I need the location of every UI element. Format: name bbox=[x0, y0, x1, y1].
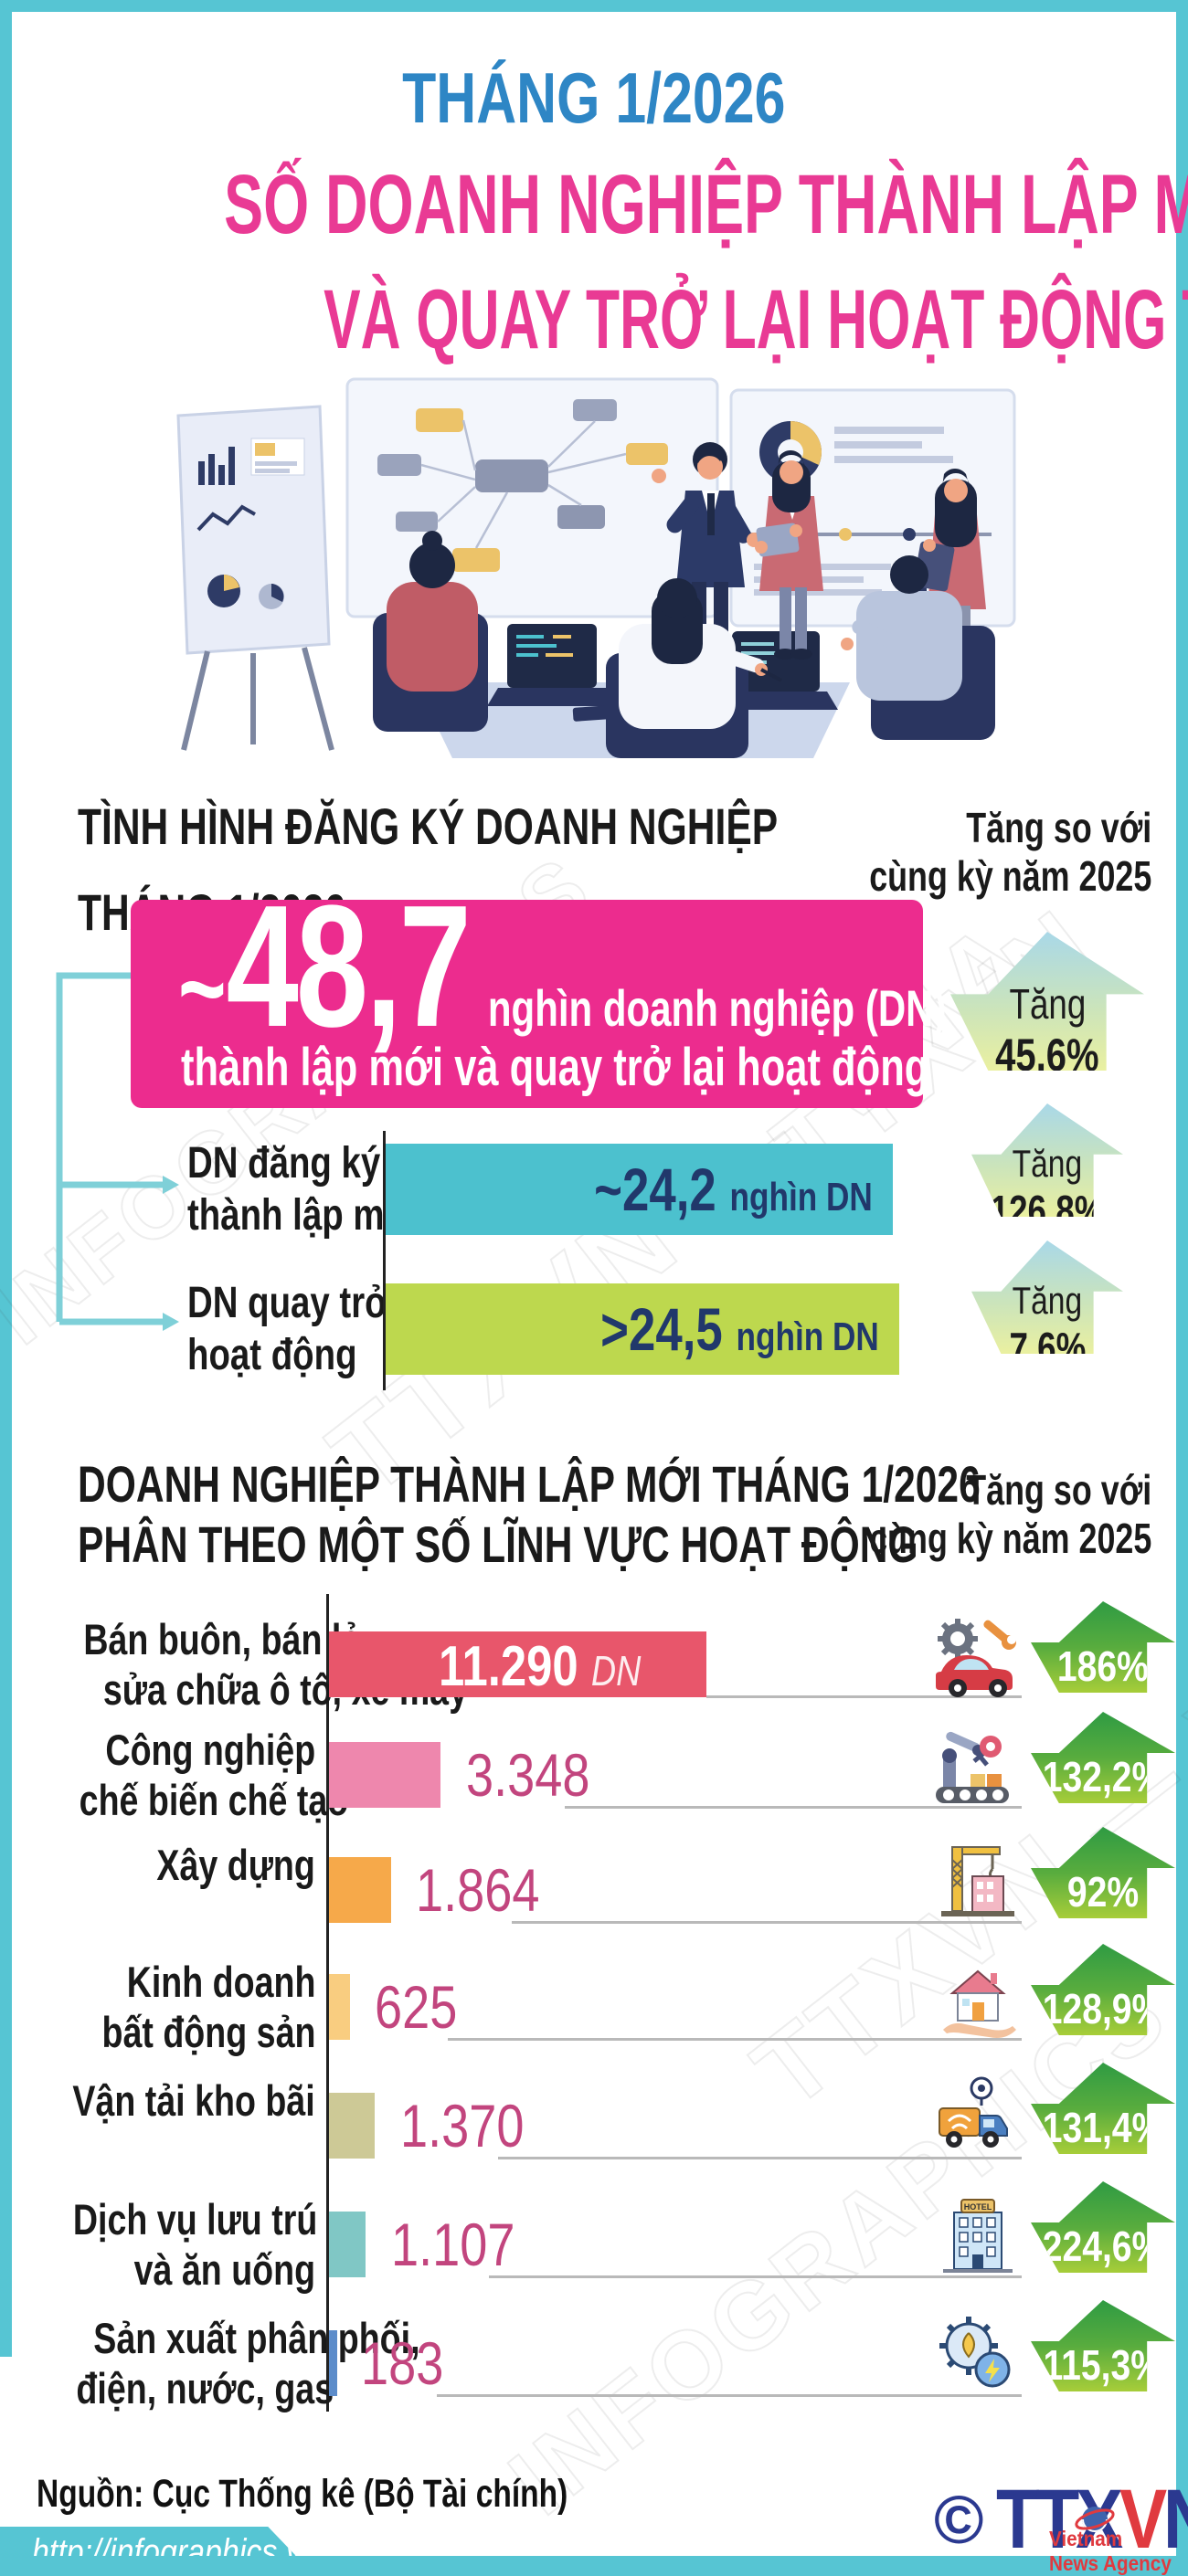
frame-left bbox=[0, 0, 12, 2357]
baseline bbox=[498, 2157, 1022, 2159]
row-label: Vận tải kho bãi bbox=[72, 2076, 315, 2125]
row-label: Kinh doanh bất động sản bbox=[101, 1958, 315, 2056]
total-desc: thành lập mới và quay trở lại hoạt động bbox=[181, 1038, 929, 1097]
bar bbox=[329, 2212, 366, 2277]
logo-subtitle: Vietnam News Agency bbox=[1049, 2527, 1172, 2575]
total-unit: nghìn doanh nghiệp (DN) bbox=[487, 979, 947, 1037]
bar-value: 3.348 bbox=[466, 1741, 590, 1809]
baseline bbox=[489, 2275, 1022, 2278]
crane-icon bbox=[941, 1846, 1014, 1916]
section2-title: DOANH NGHIỆP THÀNH LẬP MỚI THÁNG 1/2026 … bbox=[78, 1455, 981, 1573]
bar-value: 183 bbox=[361, 2329, 444, 2397]
meeting-illustration bbox=[176, 377, 1016, 758]
s1-row-label: DN đăng ký thành lập mới bbox=[187, 1139, 419, 1240]
source-note: Nguồn: Cục Thống kê (Bộ Tài chính) bbox=[37, 2472, 568, 2516]
row-label: Công nghiệp chế biến chế tạo bbox=[79, 1726, 349, 1824]
section2-note: Tăng so với cùng kỳ năm 2025 bbox=[868, 1466, 1151, 1562]
bar-value: 11.290 DN bbox=[439, 1635, 642, 1698]
total-tilde: ~ bbox=[178, 927, 227, 1050]
s1-bar-returning: >24,5 nghìn DN bbox=[386, 1283, 899, 1375]
globe-icon bbox=[1075, 2507, 1115, 2532]
bar bbox=[329, 1974, 350, 2040]
s2-axis bbox=[326, 1594, 329, 2412]
copyright-icon: © bbox=[934, 2482, 984, 2558]
bar-value: 1.370 bbox=[400, 2092, 525, 2159]
row-label: Dịch vụ lưu trú và ăn uống bbox=[72, 2195, 318, 2294]
row-label: Bán buôn, bán lẻ, sửa chữa ô tô, xe máy bbox=[83, 1615, 469, 1714]
s1-bar-new-registration: ~24,2 nghìn DN bbox=[386, 1144, 893, 1235]
house-hand-icon bbox=[943, 1969, 1016, 2038]
growth-arrow-s1-1: Tăng 7,6% bbox=[971, 1240, 1123, 1354]
bar bbox=[329, 2330, 337, 2396]
baseline bbox=[512, 1921, 1022, 1924]
bar-value: 1.107 bbox=[391, 2211, 515, 2278]
bar bbox=[329, 1742, 440, 1808]
frame-bottom bbox=[0, 2556, 1188, 2576]
row-label: Xây dựng bbox=[156, 1841, 315, 1889]
total-value: 48,7 bbox=[226, 870, 472, 1063]
hotel-icon: HOTEL bbox=[943, 2199, 1013, 2273]
header-month: THÁNG 1/2026 bbox=[402, 58, 786, 138]
row-label: Sản xuất phân phối, điện, nước, gas bbox=[76, 2314, 420, 2412]
bar-value: 625 bbox=[375, 1973, 458, 2041]
frame-right bbox=[1176, 0, 1188, 2576]
baseline bbox=[706, 1695, 1022, 1698]
header-title-line1: SỐ DOANH NGHIỆP THÀNH LẬP MỚI bbox=[224, 158, 1188, 251]
growth-arrow: 115,3% bbox=[1031, 2300, 1175, 2391]
truck-icon bbox=[939, 2076, 1008, 2148]
robot-arm-icon bbox=[936, 1731, 1009, 1803]
bar-value: 1.864 bbox=[416, 1856, 540, 1924]
bar bbox=[329, 2093, 375, 2159]
baseline bbox=[565, 1806, 1022, 1809]
bar bbox=[329, 1631, 706, 1697]
section1-total-box: ~ 48,7 nghìn doanh nghiệp (DN) thành lập… bbox=[131, 880, 946, 1108]
baseline bbox=[448, 2038, 1022, 2041]
car-repair-icon bbox=[936, 1619, 1016, 1697]
growth-arrow-s1-0: Tăng 126,8% bbox=[971, 1103, 1123, 1217]
growth-arrow: 186% bbox=[1031, 1601, 1175, 1693]
s1-axis bbox=[383, 1131, 386, 1390]
svg-text:HOTEL: HOTEL bbox=[964, 2202, 992, 2212]
baseline bbox=[437, 2394, 1022, 2397]
bracket-connector bbox=[56, 972, 179, 1331]
frame-top bbox=[0, 0, 1188, 12]
header-title-line2: VÀ QUAY TRỞ LẠI HOẠT ĐỘNG TĂNG 45,6% bbox=[324, 273, 1188, 366]
growth-arrow: 224,6% bbox=[1031, 2181, 1175, 2273]
energy-icon bbox=[939, 2317, 1011, 2388]
section1-note: Tăng so với cùng kỳ năm 2025 bbox=[868, 804, 1151, 900]
bar bbox=[329, 1857, 391, 1923]
